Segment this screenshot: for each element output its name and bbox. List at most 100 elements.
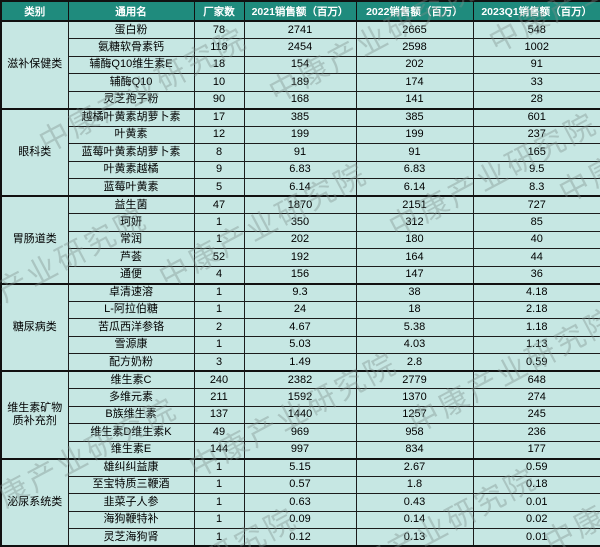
manufacturer-count-cell: 211: [193, 388, 245, 407]
manufacturer-count-cell: 144: [193, 440, 245, 459]
sales-2023q1-cell: 601: [472, 107, 600, 127]
sales-2022-cell: 4.03: [355, 335, 474, 354]
sales-2021-cell: 192: [243, 248, 357, 267]
sales-2022-cell: 1370: [355, 388, 474, 407]
table-row: 维生素E 144 997 834 177: [1, 440, 600, 459]
generic-name-cell: L-阿拉伯糖: [67, 300, 195, 319]
manufacturer-count-cell: 118: [193, 38, 245, 57]
sales-2022-cell: 6.83: [355, 160, 474, 179]
sales-2021-cell: 6.83: [243, 160, 357, 179]
manufacturer-count-cell: 1: [193, 475, 245, 494]
sales-2023q1-cell: 9.5: [472, 160, 600, 179]
table-row: 韭菜子人参 1 0.63 0.43 0.01: [1, 493, 600, 512]
table-row: 通便 4 156 147 36: [1, 265, 600, 284]
sales-2023q1-cell: 8.3: [472, 178, 600, 197]
table-row: 辅酶Q10 10 189 174 33: [1, 73, 600, 92]
sales-2023q1-cell: 177: [472, 440, 600, 459]
manufacturer-count-cell: 5: [193, 178, 245, 197]
generic-name-cell: 维生素E: [67, 440, 195, 459]
sales-2023q1-cell: 727: [472, 195, 600, 214]
sales-2023q1-cell: 36: [472, 265, 600, 284]
category-cell: 泌尿系统类: [0, 457, 69, 547]
table-row: 眼科类 越橘叶黄素胡萝卜素 17 385 385 601: [0, 107, 600, 197]
table-row: L-阿拉伯糖 1 24 18 2.18: [1, 300, 600, 319]
manufacturer-count-cell: 9: [193, 160, 245, 179]
manufacturer-count-cell: 1: [193, 282, 245, 302]
sales-2021-cell: 0.12: [243, 528, 357, 547]
sales-2022-cell: 958: [355, 423, 474, 442]
sales-2022-cell: 0.43: [355, 493, 474, 512]
sales-2021-cell: 2741: [243, 20, 357, 39]
sales-2021-cell: 0.63: [243, 493, 357, 512]
sales-2023q1-cell: 44: [472, 248, 600, 267]
sales-2023q1-cell: 274: [472, 388, 600, 407]
sales-2023q1-cell: 236: [472, 423, 600, 442]
table-row: 苦瓜西洋参铬 2 4.67 5.38 1.18: [1, 318, 600, 337]
generic-name-cell: B族维生素: [67, 405, 195, 424]
generic-name-cell: 叶黄素越橘: [67, 160, 195, 179]
table-row: 蓝莓叶黄素胡萝卜素 8 91 91 165: [1, 143, 600, 162]
table-row: 灵芝孢子粉 90 168 141 28: [1, 90, 600, 109]
table-header-row: 类别 通用名 厂家数 2021销售额（百万） 2022销售额（百万） 2023Q1销售额（…: [0, 0, 600, 22]
manufacturer-count-cell: 1: [193, 510, 245, 529]
generic-name-cell: 至宝特质三鞭酒: [67, 475, 195, 494]
table-row: 常润 1 202 180 40: [1, 230, 600, 249]
column-header-manufacturer-count: 厂家数: [193, 0, 245, 22]
sales-2023q1-cell: 4.18: [472, 282, 600, 302]
manufacturer-count-cell: 47: [193, 195, 245, 214]
manufacturer-count-cell: 4: [193, 265, 245, 284]
sales-2021-cell: 4.67: [243, 318, 357, 337]
table-row: B族维生素 137 1440 1257 245: [1, 405, 600, 424]
generic-name-cell: 常润: [67, 230, 195, 249]
generic-name-cell: 维生素D维生素K: [67, 423, 195, 442]
generic-name-cell: 氨糖软骨素钙: [67, 38, 195, 57]
generic-name-cell: 叶黄素: [67, 125, 195, 144]
table-row: 叶黄素越橘 9 6.83 6.83 9.5: [1, 160, 600, 179]
generic-name-cell: 海狗鞭特补: [67, 510, 195, 529]
sales-2023q1-cell: 85: [472, 213, 600, 232]
table-row: 配方奶粉 3 1.49 2.8 0.59: [1, 353, 600, 372]
manufacturer-count-cell: 1: [193, 230, 245, 249]
sales-2023q1-cell: 245: [472, 405, 600, 424]
table-row: 灵芝海狗肾 1 0.12 0.13 0.01: [1, 528, 600, 547]
column-header-sales-2021: 2021销售额（百万）: [243, 0, 357, 22]
generic-name-cell: 苦瓜西洋参铬: [67, 318, 195, 337]
table-row: 至宝特质三鞭酒 1 0.57 1.8 0.18: [1, 475, 600, 494]
manufacturer-count-cell: 1: [193, 457, 245, 477]
sales-2021-cell: 5.15: [243, 457, 357, 477]
table-row: 糖尿病类 卓清速溶 1 9.3 38 4.18: [0, 282, 600, 372]
sales-2022-cell: 5.38: [355, 318, 474, 337]
sales-2021-cell: 2454: [243, 38, 357, 57]
sales-2021-cell: 350: [243, 213, 357, 232]
sales-2021-cell: 154: [243, 55, 357, 74]
manufacturer-count-cell: 12: [193, 125, 245, 144]
generic-name-cell: 多维元素: [67, 388, 195, 407]
category-cell: 滋补保健类: [0, 20, 69, 109]
table-row: 滋补保健类 蛋白粉 78 2741 2665 548: [0, 20, 600, 109]
sales-2023q1-cell: 40: [472, 230, 600, 249]
table-row: 珂妍 1 350 312 85: [1, 213, 600, 232]
generic-name-cell: 蓝莓叶黄素胡萝卜素: [67, 143, 195, 162]
sales-2022-cell: 2.8: [355, 353, 474, 372]
table-row: 胃肠道类 益生菌 47 1870 2151 727: [0, 195, 600, 284]
table-row: 海狗鞭特补 1 0.09 0.14 0.02: [1, 510, 600, 529]
sales-2021-cell: 202: [243, 230, 357, 249]
sales-2023q1-cell: 1.13: [472, 335, 600, 354]
sales-2023q1-cell: 0.01: [472, 493, 600, 512]
sales-2022-cell: 2598: [355, 38, 474, 57]
sales-2021-cell: 385: [243, 107, 357, 127]
sales-2022-cell: 141: [355, 90, 474, 109]
sales-2022-cell: 91: [355, 143, 474, 162]
sales-2021-cell: 0.09: [243, 510, 357, 529]
table-row: 多维元素 211 1592 1370 274: [1, 388, 600, 407]
manufacturer-count-cell: 1: [193, 493, 245, 512]
table-row: 泌尿系统类 雄纠纠益康 1 5.15 2.67 0.59: [0, 457, 600, 547]
manufacturer-count-cell: 78: [193, 20, 245, 39]
manufacturer-count-cell: 17: [193, 107, 245, 127]
column-header-sales-2022: 2022销售额（百万）: [355, 0, 474, 22]
sales-2023q1-cell: 648: [472, 370, 600, 389]
sales-2022-cell: 2151: [355, 195, 474, 214]
sales-2022-cell: 2665: [355, 20, 474, 39]
category-cell: 眼科类: [0, 107, 69, 197]
generic-name-cell: 灵芝海狗肾: [67, 528, 195, 547]
